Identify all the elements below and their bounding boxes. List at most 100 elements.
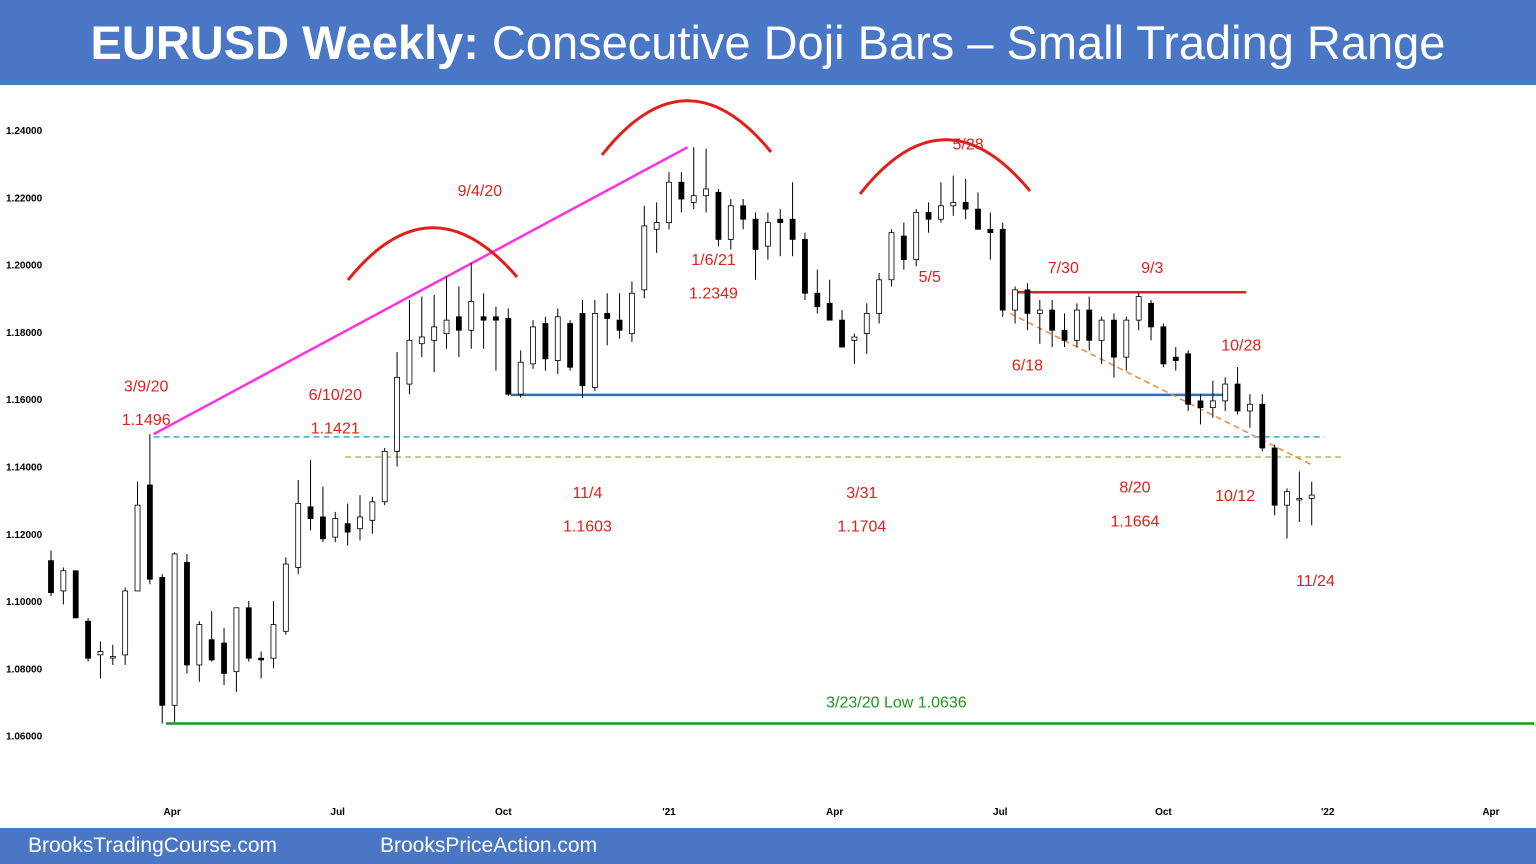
candle-body bbox=[542, 323, 549, 360]
candle-body bbox=[1197, 400, 1204, 409]
candle-body bbox=[431, 326, 438, 341]
candle bbox=[1185, 350, 1192, 411]
candle bbox=[60, 567, 67, 605]
candle-body bbox=[85, 620, 91, 659]
annotation-label: 5/28 bbox=[953, 136, 984, 153]
candle-body bbox=[184, 561, 190, 666]
candle bbox=[839, 310, 845, 348]
arc-5-28 bbox=[858, 138, 1032, 195]
annotation-label: 10/28 bbox=[1221, 337, 1261, 354]
candle-body bbox=[122, 590, 129, 656]
candle bbox=[307, 459, 314, 531]
footer-link-brookstradingcourse[interactable]: BrooksTradingCourse.com bbox=[28, 834, 277, 857]
candle bbox=[1271, 444, 1278, 516]
candle-body bbox=[678, 181, 685, 200]
candle-body bbox=[1111, 319, 1117, 358]
candle-body bbox=[208, 639, 215, 661]
y-tick-label: 1.20000 bbox=[6, 261, 43, 272]
candle bbox=[1024, 283, 1031, 331]
candle-body bbox=[1271, 447, 1278, 506]
candle bbox=[789, 182, 796, 257]
candle bbox=[962, 178, 969, 220]
candle-body bbox=[159, 577, 166, 706]
candle-body bbox=[579, 313, 586, 387]
x-tick-label: Apr bbox=[1482, 807, 1499, 818]
candle-body bbox=[1098, 319, 1105, 341]
y-tick-label: 1.24000 bbox=[6, 126, 43, 137]
candle-body bbox=[48, 560, 54, 594]
candle bbox=[1111, 313, 1117, 378]
candle-body bbox=[567, 323, 574, 368]
arc-9-4-20 bbox=[346, 226, 519, 281]
arc-1-6-21 bbox=[600, 99, 773, 156]
candle bbox=[1284, 488, 1290, 539]
candle bbox=[468, 262, 475, 349]
annotation-label: 3/31 bbox=[846, 485, 877, 502]
candle bbox=[925, 202, 932, 233]
candle-body bbox=[666, 181, 672, 223]
y-tick-label: 1.08000 bbox=[6, 664, 43, 675]
candle-body bbox=[938, 205, 944, 220]
candle bbox=[196, 621, 203, 682]
candle bbox=[666, 172, 672, 230]
candle-body bbox=[468, 301, 475, 331]
candle bbox=[517, 350, 524, 398]
candle bbox=[802, 232, 808, 300]
candle bbox=[900, 222, 907, 270]
candle-body bbox=[1284, 491, 1290, 506]
candle bbox=[282, 557, 289, 635]
candle-body bbox=[480, 316, 487, 321]
candle-body bbox=[282, 563, 289, 632]
x-tick-label: Apr bbox=[164, 807, 181, 818]
candle bbox=[777, 209, 784, 257]
x-tick-label: Jul bbox=[331, 807, 346, 818]
candle bbox=[85, 617, 91, 662]
candle bbox=[233, 607, 240, 692]
candle bbox=[653, 202, 660, 253]
candle-body bbox=[171, 553, 178, 706]
annotation-label: 1.1496 bbox=[122, 412, 171, 429]
candle bbox=[270, 601, 277, 669]
candle-body bbox=[1296, 498, 1303, 501]
candle-body bbox=[1209, 400, 1216, 409]
annotation-label: 5/5 bbox=[919, 269, 941, 286]
y-tick-label: 1.06000 bbox=[6, 732, 43, 743]
candle bbox=[579, 299, 586, 399]
candle bbox=[122, 587, 129, 665]
candle bbox=[184, 553, 190, 674]
candle bbox=[320, 486, 326, 543]
candle bbox=[604, 293, 611, 346]
candle bbox=[678, 172, 685, 213]
title-bold: EURUSD Weekly: bbox=[90, 16, 479, 69]
candle bbox=[1049, 299, 1056, 348]
x-axis: Apr Jul Oct '21 Apr Jul Oct '22 Apr bbox=[164, 807, 1500, 818]
candle-body bbox=[1185, 353, 1192, 405]
x-tick-label: Jul bbox=[993, 807, 1008, 818]
candle bbox=[888, 229, 895, 287]
candle-body bbox=[591, 313, 598, 388]
candle-body bbox=[258, 657, 265, 661]
annotation-label: 1.1704 bbox=[837, 518, 886, 535]
candle-body bbox=[530, 326, 536, 365]
candle bbox=[443, 276, 450, 349]
annotation-label: 10/12 bbox=[1215, 488, 1255, 505]
candle-body bbox=[950, 202, 957, 207]
candle-body bbox=[97, 651, 104, 656]
candle bbox=[1160, 323, 1167, 368]
candle-body bbox=[1247, 403, 1253, 412]
candle bbox=[752, 212, 759, 280]
candle-body bbox=[357, 516, 363, 530]
candle-body bbox=[727, 205, 734, 240]
candle bbox=[1234, 367, 1241, 415]
candle bbox=[826, 279, 833, 321]
footer-link-brookspriceaction[interactable]: BrooksPriceAction.com bbox=[380, 834, 598, 857]
candle-body bbox=[1160, 326, 1167, 365]
candle bbox=[1073, 303, 1080, 348]
candle-body bbox=[134, 504, 141, 592]
x-tick-label: Oct bbox=[495, 807, 512, 818]
candle bbox=[1222, 377, 1229, 411]
candle bbox=[357, 495, 363, 541]
footer-bar: BrooksTradingCourse.com BrooksPriceActio… bbox=[0, 828, 1536, 864]
candle-body bbox=[789, 218, 796, 240]
candle bbox=[863, 303, 870, 354]
